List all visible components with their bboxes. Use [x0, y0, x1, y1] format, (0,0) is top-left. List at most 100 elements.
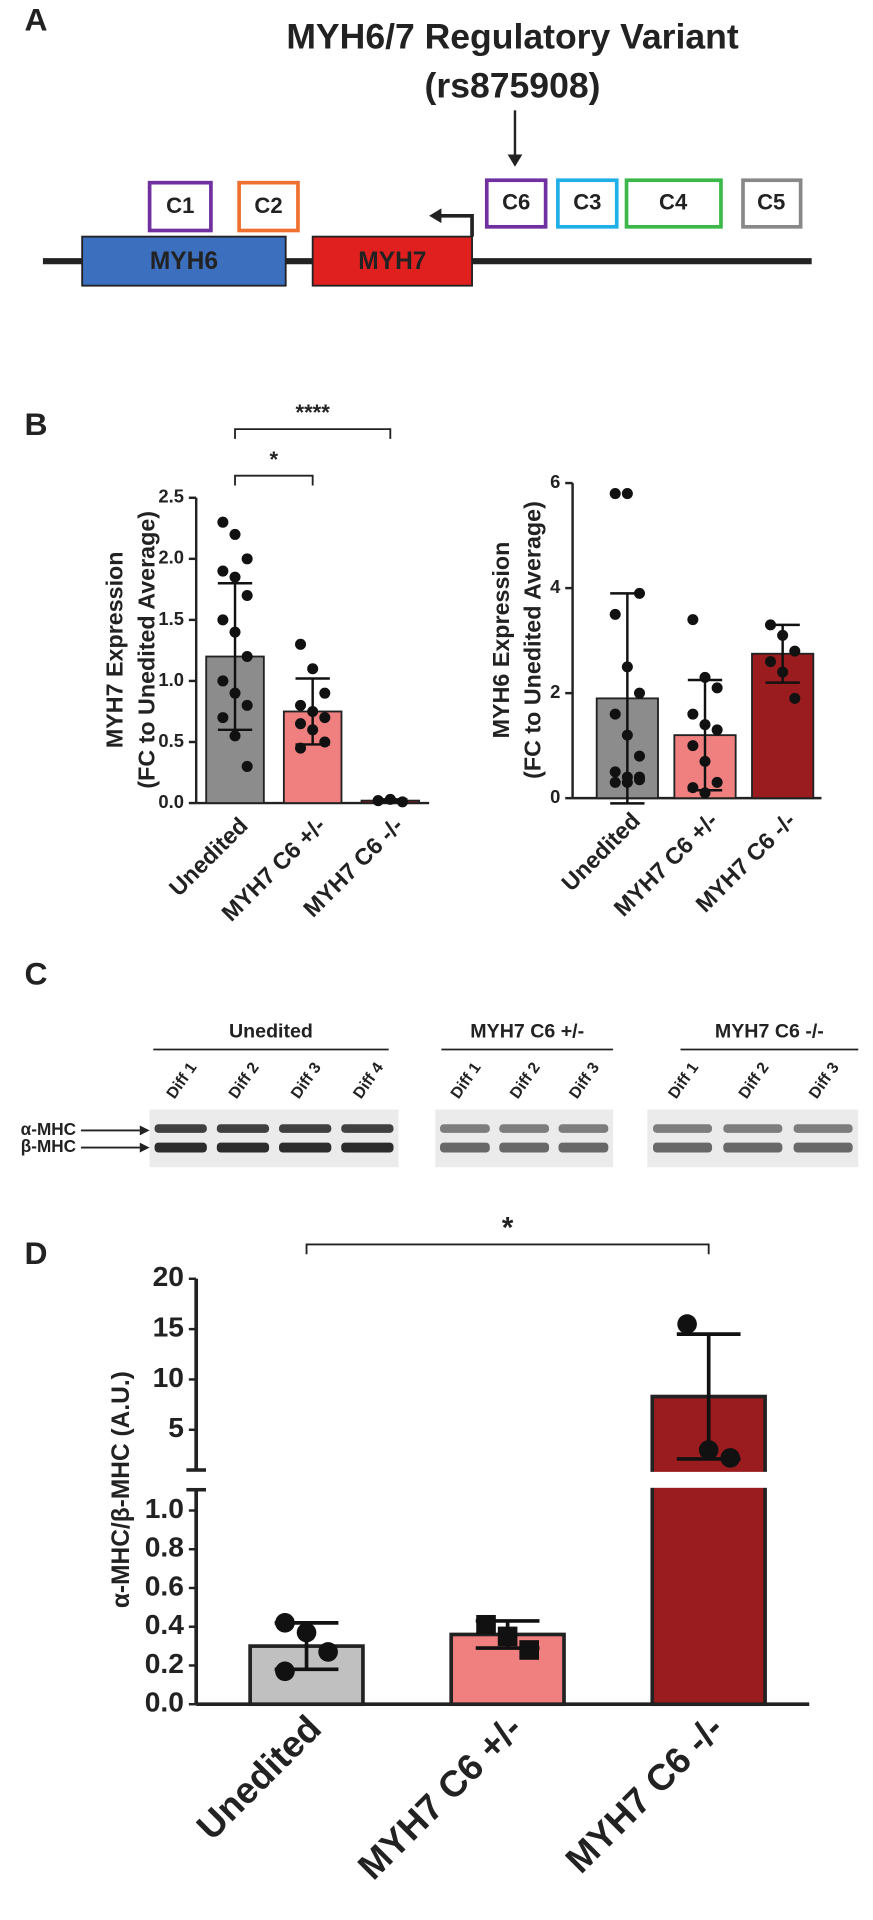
y-tick-label: 1.0	[158, 669, 184, 690]
gel-band	[723, 1142, 783, 1153]
data-point	[609, 488, 621, 500]
band-label: β-MHC	[21, 1136, 76, 1156]
y-tick-label: 15	[153, 1311, 184, 1343]
gene-label: MYH6	[150, 248, 218, 275]
y-tick-label: 10	[153, 1361, 184, 1393]
y-tick-label: 0.4	[145, 1608, 185, 1640]
x-tick-label: Unedited	[189, 1707, 329, 1847]
gel-lane-label: Diff 4	[350, 1060, 387, 1102]
y-tick-label: 0.6	[145, 1569, 184, 1601]
panel-label: A	[25, 1, 48, 37]
data-point	[241, 589, 253, 601]
y-axis-label: α-MHC/β-MHC (A.U.)	[108, 1371, 135, 1608]
element-box	[237, 180, 300, 233]
data-point	[687, 708, 699, 720]
gel-lane-label: Diff 2	[507, 1060, 544, 1102]
data-point	[609, 766, 621, 778]
gel-band	[653, 1124, 713, 1133]
significance-label: ****	[296, 400, 331, 425]
data-point	[217, 675, 229, 687]
y-axis-label: (FC to Unedited Average)	[520, 501, 546, 779]
data-point	[621, 488, 633, 500]
data-point	[319, 687, 331, 699]
x-tick-label: MYH7 C6 -/-	[558, 1707, 731, 1880]
gel-band	[154, 1124, 207, 1133]
data-point	[687, 740, 699, 752]
data-point	[241, 760, 253, 772]
gel-band	[216, 1142, 270, 1153]
gel-band	[499, 1124, 550, 1133]
y-tick-label: 4	[550, 576, 561, 597]
data-point	[609, 776, 621, 788]
data-point	[295, 718, 307, 730]
gel-lane-label: Diff 1	[666, 1060, 703, 1102]
significance-bracket	[305, 1243, 710, 1255]
y-tick-label: 6	[550, 471, 560, 492]
element-box	[741, 178, 803, 229]
data-point	[217, 614, 229, 626]
element-label: C2	[254, 193, 282, 218]
data-point	[295, 699, 307, 711]
y-tick-label: 0	[550, 786, 560, 807]
tss-arrow-head	[429, 208, 442, 224]
bar	[282, 710, 343, 804]
y-tick-label: 5	[168, 1411, 184, 1443]
gel-band	[440, 1124, 490, 1133]
data-point	[476, 1614, 496, 1635]
gel-band	[793, 1124, 853, 1133]
gel-group-label: MYH7 C6 -/-	[715, 1021, 824, 1043]
gel-band	[341, 1124, 394, 1133]
data-point	[519, 1640, 539, 1660]
data-point	[633, 687, 646, 699]
gel-band	[653, 1142, 713, 1153]
data-point	[711, 776, 723, 788]
gel-lane-label: Diff 3	[288, 1060, 325, 1102]
y-tick-label: 1.5	[158, 608, 184, 629]
data-point	[633, 750, 646, 762]
tss-arrow	[438, 213, 474, 237]
data-point	[229, 571, 241, 583]
gel-lane-label: Diff 1	[164, 1060, 201, 1102]
gene-label: MYH7	[358, 248, 426, 275]
data-point	[789, 645, 801, 657]
data-point	[711, 682, 723, 694]
panel-a: A MYH6/7 Regulatory Variant (rs875908) M…	[25, 1, 812, 287]
data-point	[275, 1661, 295, 1682]
data-point	[241, 651, 253, 663]
y-tick-label: 2.5	[158, 486, 184, 507]
gel-band	[154, 1142, 207, 1153]
gel-band	[558, 1142, 609, 1153]
gel-image	[647, 1109, 859, 1168]
data-point	[609, 708, 621, 720]
y-tick-label: 2.0	[158, 547, 184, 568]
significance-bracket	[234, 474, 314, 486]
element-box	[556, 178, 619, 229]
data-point	[711, 724, 723, 736]
data-point	[295, 638, 307, 650]
data-point	[687, 782, 699, 794]
band-arrow-head	[139, 1125, 150, 1136]
data-point	[609, 608, 621, 620]
data-point	[307, 663, 319, 675]
data-point	[241, 699, 253, 711]
gene-box	[311, 235, 473, 287]
y-axis-label: (FC to Unedited Average)	[134, 511, 160, 789]
x-tick-label: MYH7 C6 +/-	[350, 1707, 530, 1887]
y-tick-label: 0.2	[145, 1647, 184, 1679]
element-box	[624, 178, 723, 229]
diagram-title: MYH6/7 Regulatory Variant	[286, 17, 739, 57]
y-tick-label: 0.5	[158, 730, 184, 751]
band-label: α-MHC	[21, 1119, 76, 1139]
element-label: C3	[573, 189, 601, 214]
significance-label: *	[270, 447, 279, 472]
band-arrow-head	[139, 1142, 150, 1153]
axis-gap	[183, 1471, 810, 1488]
gel-band	[216, 1124, 270, 1133]
significance-label: *	[502, 1211, 514, 1244]
gel-band	[279, 1124, 332, 1133]
data-point	[241, 553, 253, 565]
y-tick-label: 0.0	[145, 1686, 184, 1718]
gel-lane-label: Diff 3	[806, 1060, 843, 1102]
data-point	[765, 656, 777, 668]
element-box	[484, 178, 548, 229]
